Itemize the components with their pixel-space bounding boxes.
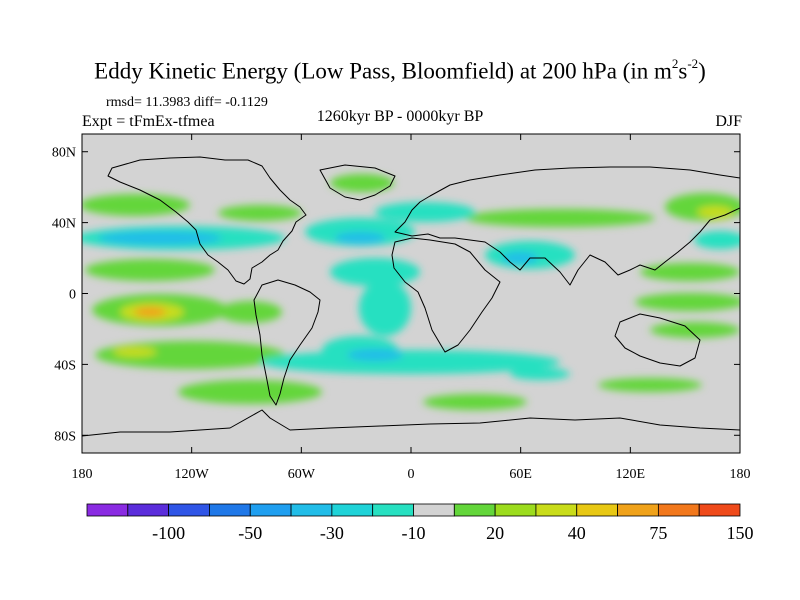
colorbar-swatch (617, 503, 659, 517)
experiment-label: Expt = tFmEx-tfmea (82, 113, 215, 130)
x-tick-label: 180 (730, 467, 751, 482)
colorbar-swatch (453, 503, 496, 517)
colorbar-swatch (209, 503, 251, 517)
coastline-south-america (253, 279, 321, 406)
field-patch (347, 349, 403, 361)
field-patch (465, 209, 655, 227)
colorbar-swatch (331, 503, 374, 517)
coastline-greenland (319, 164, 396, 201)
x-axis: 180 120W 60W 0 60E 120E 180 (72, 134, 751, 482)
y-tick-label: 80S (54, 429, 76, 444)
field-patch (640, 263, 740, 281)
map-background (82, 134, 740, 453)
colorbar-swatch (657, 503, 700, 517)
rmsd-diff-stats: rmsd= 11.3983 diff= -0.1129 (106, 95, 268, 110)
colorbar-label: -100 (152, 523, 185, 543)
colorbar-swatch (290, 503, 333, 517)
x-tick-label: 60E (509, 467, 532, 482)
field-patch (113, 347, 157, 357)
coastline-africa (391, 237, 501, 353)
x-tick-label: 180 (72, 467, 93, 482)
colorbar-label: 20 (486, 523, 504, 543)
coastline-australia (614, 313, 701, 367)
field-patch (510, 368, 570, 380)
colorbar-swatch (168, 503, 210, 517)
period-label: 1260kyr BP - 0000kyr BP (316, 108, 484, 125)
colorbar-label: -10 (402, 523, 426, 543)
colorbar-swatch (372, 503, 414, 517)
colorbar-label: 75 (649, 523, 667, 543)
y-tick-label: 40N (52, 217, 76, 232)
field-patch (423, 394, 527, 410)
field-patch (650, 322, 740, 338)
x-tick-label: 0 (408, 467, 415, 482)
coastline-eurasia (394, 166, 740, 286)
season-label: DJF (715, 113, 742, 130)
colorbar-swatch (249, 503, 292, 517)
colorbar-swatch (413, 503, 455, 517)
colorbar-swatch (535, 503, 578, 517)
coastline-antarctica (82, 409, 740, 437)
field-patch (359, 280, 411, 336)
field-patch (635, 293, 740, 311)
field-patch (335, 232, 385, 244)
y-tick-label: 0 (69, 288, 76, 303)
colorbar: -100 -50 -30 -10 20 40 75 150 (86, 503, 754, 543)
x-tick-label: 120E (616, 467, 646, 482)
x-tick-label: 120W (175, 467, 210, 482)
field-patch (694, 231, 740, 249)
field-patch (85, 259, 215, 281)
field-patch (502, 252, 538, 264)
colorbar-swatch (86, 503, 129, 517)
y-axis: 80N 40N 0 40S 80S (52, 146, 740, 444)
field-patch (98, 231, 222, 245)
field-patch (260, 350, 560, 374)
colorbar-label: -30 (320, 523, 344, 543)
colorbar-swatch (576, 503, 618, 517)
colorbar-swatch (494, 503, 537, 517)
coastline-layer (82, 156, 740, 437)
field-patch (330, 258, 420, 286)
field-patch (82, 194, 190, 216)
field-patch (330, 174, 394, 192)
energy-field-layer (82, 174, 740, 410)
field-patch (134, 307, 166, 317)
field-patch (218, 301, 282, 323)
colorbar-label: 40 (568, 523, 586, 543)
y-tick-label: 80N (52, 146, 76, 161)
x-tick-label: 60W (288, 467, 316, 482)
field-patch (218, 205, 302, 221)
colorbar-swatch (698, 503, 741, 517)
field-patch (598, 378, 702, 392)
coastline-north-america (107, 156, 307, 285)
chart-title: Eddy Kinetic Energy (Low Pass, Bloomfiel… (94, 56, 706, 84)
field-patch (697, 206, 733, 218)
colorbar-label: -50 (238, 523, 262, 543)
field-patch (178, 380, 322, 404)
y-tick-label: 40S (54, 358, 76, 373)
colorbar-swatch (127, 503, 170, 517)
colorbar-label: 150 (727, 523, 754, 543)
field-patch (375, 202, 475, 222)
